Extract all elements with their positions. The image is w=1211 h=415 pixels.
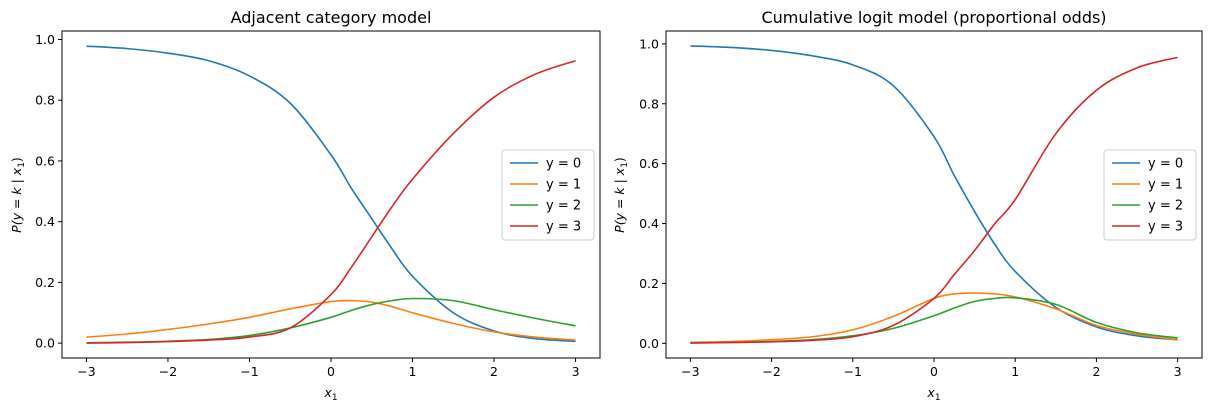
series-lines (86, 45, 576, 344)
legend-item: y = 2 (510, 199, 581, 214)
x-axis-label: x1 (323, 385, 337, 403)
x-tick-label: 2 (490, 364, 498, 379)
legend-label: y = 1 (1148, 178, 1183, 193)
x-axis: −3 −2 −1 0 1 2 3 (681, 358, 1182, 379)
series-line-1 (86, 299, 576, 341)
y-tick-label: 0.8 (35, 93, 55, 108)
legend-item: y = 3 (1112, 220, 1183, 235)
x-tick-label: 1 (409, 364, 417, 379)
y-axis-label: P(y = k | x1) (612, 157, 630, 233)
y-axis-label: P(y = k | x1) (9, 157, 27, 233)
y-tick-label: 0.0 (639, 336, 659, 351)
y-tick-label: 0.0 (35, 336, 55, 351)
y-tick-label: 0.8 (639, 96, 659, 111)
x-tick-label: 3 (572, 364, 580, 379)
y-tick-label: 1.0 (639, 36, 659, 51)
y-axis: 0.0 0.2 0.4 0.6 0.8 1.0 (639, 36, 666, 351)
legend-label: y = 3 (546, 220, 581, 235)
legend-item: y = 1 (1112, 178, 1183, 193)
x-tick-label: 0 (327, 364, 335, 379)
x-tick-label: 0 (930, 364, 938, 379)
series-line-0 (690, 45, 1178, 341)
legend-label: y = 2 (546, 199, 581, 214)
legend-frame (501, 149, 595, 241)
legend-item: y = 0 (1112, 157, 1183, 172)
x-axis-label-subscript: 1 (935, 393, 941, 403)
y-axis-label-subscript: 1 (620, 162, 630, 168)
legend-label: y = 3 (1148, 220, 1183, 235)
legend-item: y = 1 (510, 178, 581, 193)
y-tick-label: 0.4 (35, 214, 55, 229)
x-tick-label: −1 (240, 364, 258, 379)
series-line-3 (86, 59, 576, 344)
x-tick-label: 2 (1092, 364, 1100, 379)
x-axis-label-subscript: 1 (332, 393, 338, 403)
legend-frame (1103, 149, 1197, 241)
x-tick-label: −2 (762, 364, 780, 379)
chart-title: Adjacent category model (231, 8, 432, 27)
y-tick-label: 1.0 (35, 32, 55, 47)
y-tick-label: 0.6 (639, 156, 659, 171)
legend-label: y = 0 (546, 157, 581, 172)
legend-label: y = 1 (546, 178, 581, 193)
legend: y = 0 y = 1 y = 2 y = 3 (1103, 149, 1197, 241)
legend-label: y = 2 (1148, 199, 1183, 214)
x-tick-label: −3 (681, 364, 699, 379)
legend-item: y = 3 (510, 220, 581, 235)
y-axis-label-close: ) (9, 157, 24, 162)
y-tick-label: 0.2 (639, 276, 659, 291)
panel-right: Cumulative logit model (proportional odd… (612, 8, 1203, 403)
legend-item: y = 0 (510, 157, 581, 172)
x-axis: −3 −2 −1 0 1 2 3 (77, 358, 580, 379)
x-tick-label: −3 (77, 364, 95, 379)
legend: y = 0 y = 1 y = 2 y = 3 (501, 149, 595, 241)
series-line-1 (690, 292, 1178, 344)
legend-label: y = 0 (1148, 157, 1183, 172)
legend-item: y = 2 (1112, 199, 1183, 214)
series-line-0 (86, 45, 576, 343)
panel-left: Adjacent category model −3 −2 −1 0 1 2 3 0.00.… (9, 8, 601, 403)
y-axis: 0.0 0.2 0.4 0.6 0.8 1.0 (35, 32, 62, 351)
series-lines (690, 45, 1178, 344)
x-tick-label: −1 (844, 364, 862, 379)
x-tick-label: 1 (1011, 364, 1019, 379)
x-axis-label: x1 (926, 385, 940, 403)
y-axis-label-subscript: 1 (17, 162, 27, 168)
y-tick-label: 0.6 (35, 153, 55, 168)
y-tick-label: 0.2 (35, 275, 55, 290)
x-tick-label: 3 (1174, 364, 1182, 379)
series-line-3 (690, 56, 1178, 344)
x-tick-label: −2 (159, 364, 177, 379)
y-tick-label: 0.4 (639, 216, 659, 231)
y-axis-label-close: ) (612, 157, 627, 162)
chart-title: Cumulative logit model (proportional odd… (761, 8, 1106, 27)
